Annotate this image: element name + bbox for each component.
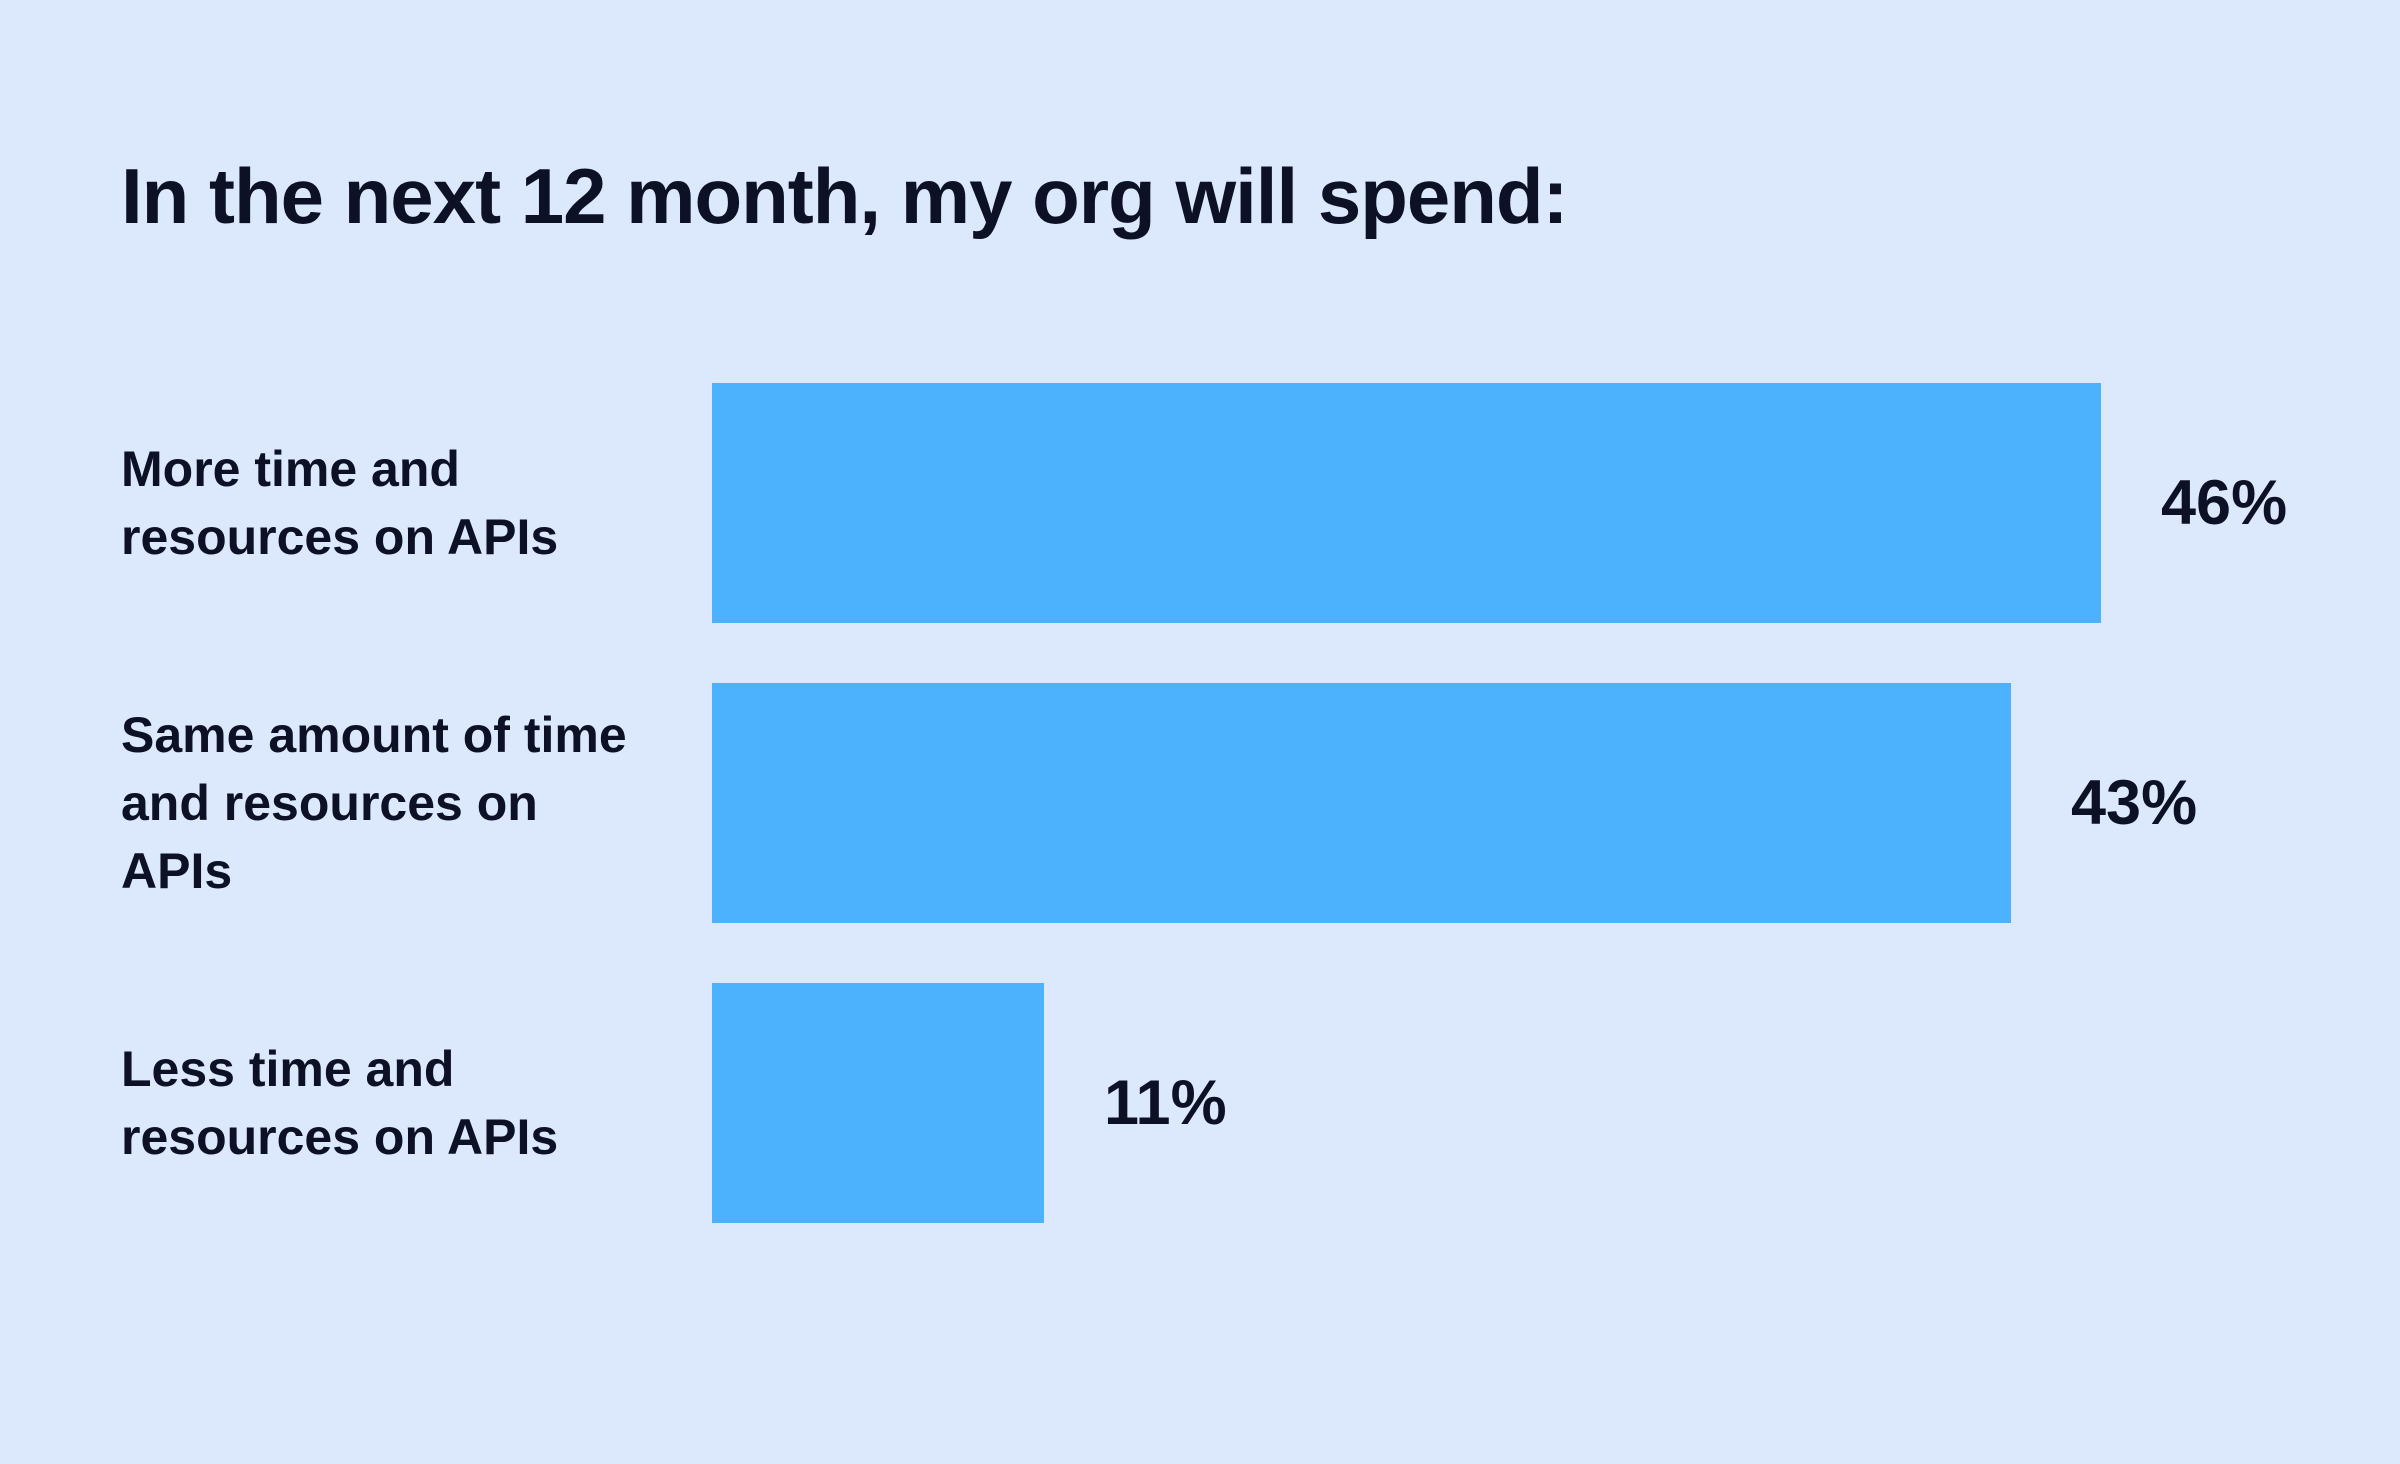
bar-category-label: More time and resources on APIs bbox=[121, 441, 559, 565]
bar-chart: More time and resources on APIs 46% Same a… bbox=[121, 383, 2400, 1223]
bar-row: More time and resources on APIs 46% bbox=[121, 383, 2400, 623]
bar-category-label: Same amount of time and resources on API… bbox=[121, 707, 627, 899]
bar-row: Less time and resources on APIs 11% bbox=[121, 983, 2400, 1223]
bar-value-label: 11% bbox=[1104, 1068, 1227, 1138]
chart-title: In the next 12 month, my org will spend: bbox=[121, 152, 1569, 240]
bar-value-label: 46% bbox=[2161, 468, 2288, 538]
bar bbox=[712, 383, 2101, 623]
bar-value-label: 43% bbox=[2071, 768, 2198, 838]
bar bbox=[712, 683, 2011, 923]
bar bbox=[712, 983, 1044, 1223]
bar-row: Same amount of time and resources on API… bbox=[121, 683, 2400, 923]
bar-category-label: Less time and resources on APIs bbox=[121, 1041, 559, 1165]
